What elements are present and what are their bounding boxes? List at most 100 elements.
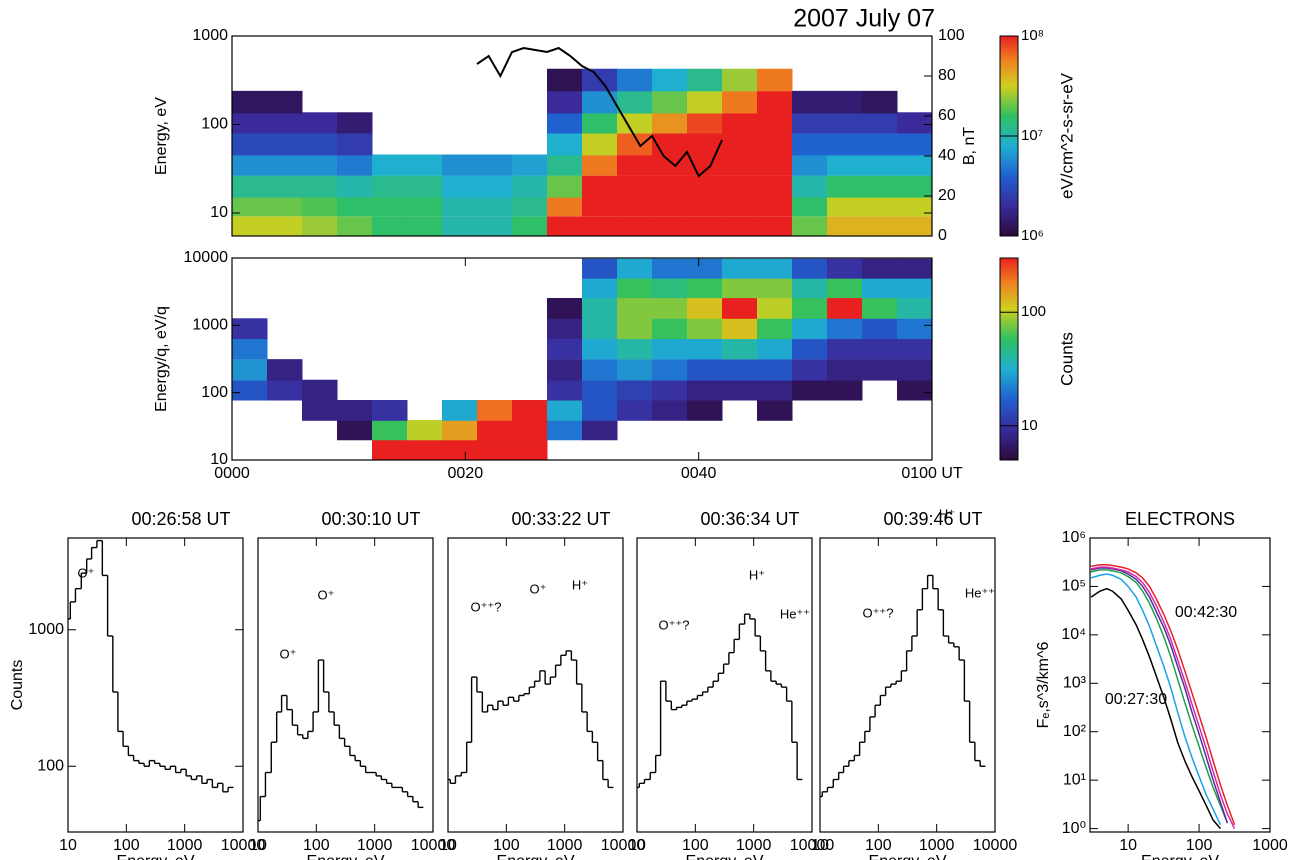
step-riser [259,660,419,821]
heatmap-cell [582,175,618,198]
heatmap-cell [232,154,268,176]
heatmap-cell [582,338,618,360]
heatmap-cell [757,90,793,114]
y-axis-label: Fₑ,s^3/km^6 [1035,642,1052,729]
heatmap-cell [582,379,618,401]
heatmap-cell [617,112,653,134]
heatmap-cell [862,175,898,198]
step-riser [69,540,229,792]
heatmap-cell [617,379,653,401]
heatmap-cell [652,379,688,401]
heatmap-cell [722,112,758,134]
y-tick-label: 10000 [184,249,229,266]
heatmap-cell [512,216,548,236]
heatmap-cell [757,154,793,176]
plot-area [820,574,986,798]
heatmap-cell [267,359,303,381]
heatmap-cell [687,68,723,92]
x-tick-label: 1000 [1252,837,1288,854]
x-tick-label: 1000 [167,837,203,854]
heatmap-cell [897,318,932,340]
x-axis-label: Energy, eV [497,853,575,860]
heatmap-cell [757,318,793,340]
plot-frame [1089,537,1271,833]
heatmap-cell [547,216,583,236]
heatmap-cell [477,196,513,217]
heatmap-cell [407,196,443,217]
heatmap-cell [757,359,793,381]
heatmap-cell [617,258,653,279]
heatmap-cell [652,68,688,92]
heatmap-cell [757,216,793,236]
heatmap-cell [337,154,373,176]
heatmap-cell [547,154,583,176]
x-tick-label: 10000 [601,837,646,854]
plot-area [258,659,424,822]
heatmap-cell [617,318,653,340]
heatmap-cell [722,298,758,319]
colorbar [999,257,1019,461]
x-tick-label: 10000 [790,837,835,854]
y2-axis-label: B, nT [961,127,978,165]
heatmap-cell [547,133,583,156]
heatmap-cell [757,196,793,217]
heatmap-cell [757,400,793,421]
heatmap-cell [862,196,898,217]
peak-label: O⁺ [280,646,297,661]
heatmap-cell [722,338,758,360]
x-tick-label: 100 [113,837,140,854]
heatmap-cell [862,216,898,236]
heatmap-cell [722,216,758,236]
heatmap-cell [232,318,268,340]
heatmap-cell [652,359,688,381]
heatmap-cell [267,133,303,156]
plot-area [448,650,614,789]
heatmap-cell [757,298,793,319]
heatmap-cell [722,278,758,299]
y-tick-label: 10³ [1063,675,1087,692]
heatmap-cell [652,400,688,421]
heatmap-cell [897,154,932,176]
heatmap-cell [582,196,618,217]
heatmap-cell [232,216,268,236]
heatmap-cell [267,216,303,236]
panel-title: 00:36:34 UT [700,509,799,529]
x-tick-label: 10 [439,837,457,854]
heatmap-cell [652,318,688,340]
heatmap-cell [547,420,583,441]
heatmap-cell [652,216,688,236]
heatmap-cell [617,359,653,381]
panel-title: 00:26:58 UT [131,509,230,529]
heatmap-cell [547,175,583,198]
heatmap-cell [582,133,618,156]
spectrum-line [1090,567,1229,824]
heatmap-cell [302,175,338,198]
peak-label: 00:42:30 [1175,604,1237,621]
x-tick-label: 0040 [681,465,717,482]
heatmap-cell [547,298,583,319]
heatmap-cell [267,154,303,176]
heatmap-cell [897,196,932,217]
heatmap-cell [827,196,863,217]
heatmap-cell [757,112,793,134]
plot-frame [636,537,813,833]
heatmap-cell [232,379,268,401]
y-tick-label: 10⁴ [1061,626,1086,643]
heatmap-cell [302,133,338,156]
x-tick-label: 10 [628,837,646,854]
heatmap-cell [827,90,863,114]
heatmap-cell [372,175,408,198]
heatmap-cell [652,278,688,299]
heatmap-cell [232,133,268,156]
heatmap-cell [722,154,758,176]
heatmap-cell [337,112,373,134]
x-tick-label: 1000 [547,837,583,854]
peak-label: O⁺ [318,587,335,602]
heatmap-cell [442,420,478,441]
peak-label: O⁺⁺? [658,617,689,632]
x-tick-label: 10 [1119,837,1137,854]
heatmap-cell [302,379,338,401]
plot-area [1090,564,1236,830]
heatmap-cell [302,154,338,176]
